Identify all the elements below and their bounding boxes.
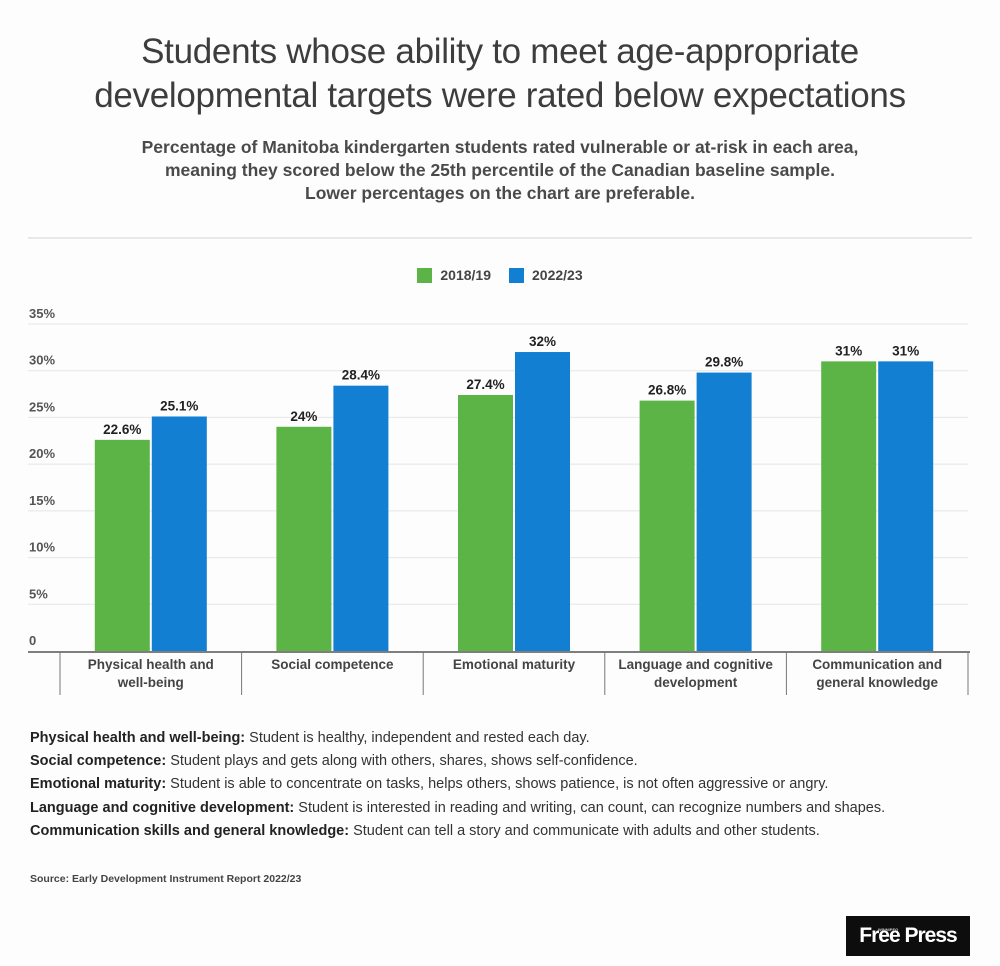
chart-legend: 2018/19 2022/23 bbox=[0, 267, 1000, 283]
definition-item: Emotional maturity: Student is able to c… bbox=[30, 773, 990, 796]
y-tick-label: 35% bbox=[29, 306, 55, 321]
definition-item: Language and cognitive development: Stud… bbox=[30, 797, 990, 820]
definition-text: Student can tell a story and communicate… bbox=[349, 822, 820, 839]
category-definitions: Physical health and well-being: Student … bbox=[30, 727, 990, 843]
data-label: 29.8% bbox=[705, 355, 743, 370]
legend-label: 2022/23 bbox=[532, 267, 583, 283]
data-label: 32% bbox=[529, 334, 556, 349]
y-tick-label: 0 bbox=[29, 633, 36, 648]
bar-2022-23 bbox=[515, 352, 570, 651]
legend-swatch-green bbox=[417, 267, 433, 283]
bar-2022-23 bbox=[696, 372, 752, 651]
header-divider bbox=[28, 237, 972, 239]
subtitle-line: Lower percentages on the chart are prefe… bbox=[305, 183, 695, 203]
x-category-label: general knowledge bbox=[816, 675, 938, 690]
x-category-label: Emotional maturity bbox=[453, 657, 576, 672]
data-label: 28.4% bbox=[342, 368, 380, 383]
definition-term: Language and cognitive development: bbox=[30, 799, 295, 816]
definition-text: Student is healthy, independent and rest… bbox=[245, 730, 590, 746]
free-press-logo: WINNIPEG Free Press bbox=[846, 916, 970, 956]
y-tick-label: 15% bbox=[29, 493, 55, 508]
logo-text: Free Press bbox=[859, 924, 957, 947]
legend-swatch-blue bbox=[509, 267, 524, 283]
definition-text: Student is able to concentrate on tasks,… bbox=[166, 776, 829, 793]
bar-2018-19 bbox=[94, 439, 150, 651]
y-tick-label: 20% bbox=[29, 446, 55, 461]
data-label: 26.8% bbox=[648, 383, 686, 398]
data-label: 31% bbox=[835, 343, 862, 358]
definition-text: Student is interested in reading and wri… bbox=[294, 799, 886, 816]
y-tick-label: 25% bbox=[29, 399, 55, 414]
bar-2018-19 bbox=[639, 400, 695, 651]
definition-item: Physical health and well-being: Student … bbox=[30, 727, 990, 750]
y-tick-label: 10% bbox=[29, 540, 55, 555]
bar-2022-23 bbox=[333, 385, 389, 651]
subtitle-line: meaning they scored below the 25th perce… bbox=[164, 160, 836, 180]
x-category-label: Language and cognitive bbox=[618, 657, 773, 672]
definition-term: Social competence: bbox=[30, 753, 167, 770]
definition-term: Communication skills and general knowled… bbox=[30, 822, 350, 839]
subtitle-line: Percentage of Manitoba kindergarten stud… bbox=[141, 137, 859, 157]
x-category-label: Communication and bbox=[812, 657, 942, 672]
data-label: 31% bbox=[892, 343, 919, 358]
legend-item-2022-23: 2022/23 bbox=[509, 267, 583, 283]
data-label: 22.6% bbox=[103, 422, 141, 437]
definition-item: Social competence: Student plays and get… bbox=[30, 750, 990, 773]
x-category-label: well-being bbox=[117, 675, 184, 690]
definition-term: Emotional maturity: bbox=[30, 776, 167, 793]
logo-small-text: WINNIPEG bbox=[878, 927, 899, 932]
bar-2022-23 bbox=[878, 361, 934, 651]
data-label: 27.4% bbox=[466, 377, 504, 392]
bar-2018-19 bbox=[276, 426, 332, 651]
legend-label: 2018/19 bbox=[440, 267, 491, 283]
x-category-label: Social competence bbox=[271, 657, 394, 672]
chart-title-line: developmental targets were rated below e… bbox=[94, 76, 906, 115]
y-tick-label: 30% bbox=[29, 353, 55, 368]
definition-item: Communication skills and general knowled… bbox=[30, 820, 990, 843]
definition-text: Student plays and gets along with others… bbox=[166, 753, 638, 770]
x-category-label: development bbox=[654, 675, 738, 690]
chart-title: Students whose ability to meet age-appro… bbox=[0, 30, 1000, 118]
bar-2022-23 bbox=[151, 416, 207, 651]
source-note: Source: Early Development Instrument Rep… bbox=[30, 873, 302, 885]
bar-chart: 0 5% 10% 15% 20% 25% 30% 35% 22.6% 24% 27.4% 26.8% 3… bbox=[28, 306, 970, 695]
data-label: 25.1% bbox=[160, 398, 198, 413]
data-label: 24% bbox=[290, 409, 317, 424]
definition-term: Physical health and well-being: bbox=[30, 730, 246, 746]
x-category-label: Physical health and bbox=[88, 657, 214, 672]
legend-item-2018-19: 2018/19 bbox=[417, 267, 491, 283]
chart-subtitle: Percentage of Manitoba kindergarten stud… bbox=[0, 136, 1000, 205]
bar-2018-19 bbox=[821, 361, 877, 651]
y-tick-label: 5% bbox=[29, 586, 48, 601]
bar-2018-19 bbox=[458, 395, 513, 651]
chart-title-line: Students whose ability to meet age-appro… bbox=[141, 32, 859, 71]
